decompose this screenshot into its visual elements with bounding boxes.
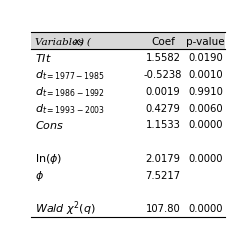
Text: 0.0060: 0.0060 [188, 103, 223, 113]
Text: Coef: Coef [151, 37, 175, 46]
Text: 1.5582: 1.5582 [146, 53, 180, 63]
Text: $\phi$: $\phi$ [35, 168, 44, 182]
Text: 2.0179: 2.0179 [146, 153, 180, 163]
Text: 0.0010: 0.0010 [188, 70, 223, 80]
Text: 0.0000: 0.0000 [188, 203, 223, 213]
Text: $x$: $x$ [73, 37, 82, 46]
Text: 0.0000: 0.0000 [188, 153, 223, 163]
Text: 0.0000: 0.0000 [188, 120, 223, 130]
Text: $\mathrm{ln}(\phi)$: $\mathrm{ln}(\phi)$ [35, 151, 62, 165]
Text: 0.4279: 0.4279 [146, 103, 180, 113]
Text: $d_{t=1977-1985}$: $d_{t=1977-1985}$ [35, 68, 105, 82]
Text: 1.1533: 1.1533 [146, 120, 180, 130]
Text: 7.5217: 7.5217 [146, 170, 180, 180]
Text: 0.0019: 0.0019 [146, 87, 180, 97]
Text: 0.0190: 0.0190 [188, 53, 223, 63]
Text: ): ) [79, 37, 83, 46]
Text: $TIt$: $TIt$ [35, 52, 52, 64]
Text: $d_{t=1986-1992}$: $d_{t=1986-1992}$ [35, 85, 105, 99]
Text: 0.9910: 0.9910 [188, 87, 223, 97]
Text: Variables (: Variables ( [35, 37, 91, 46]
Text: -0.5238: -0.5238 [144, 70, 182, 80]
Text: 107.80: 107.80 [146, 203, 180, 213]
Text: $\mathit{Wald}\ \chi^2(q)$: $\mathit{Wald}\ \chi^2(q)$ [35, 199, 96, 218]
Bar [31, 33, 225, 50]
Text: $\mathit{Cons}$: $\mathit{Cons}$ [35, 119, 64, 131]
Text: p-value: p-value [186, 37, 225, 46]
Text: $d_{t=1993-2003}$: $d_{t=1993-2003}$ [35, 101, 105, 115]
